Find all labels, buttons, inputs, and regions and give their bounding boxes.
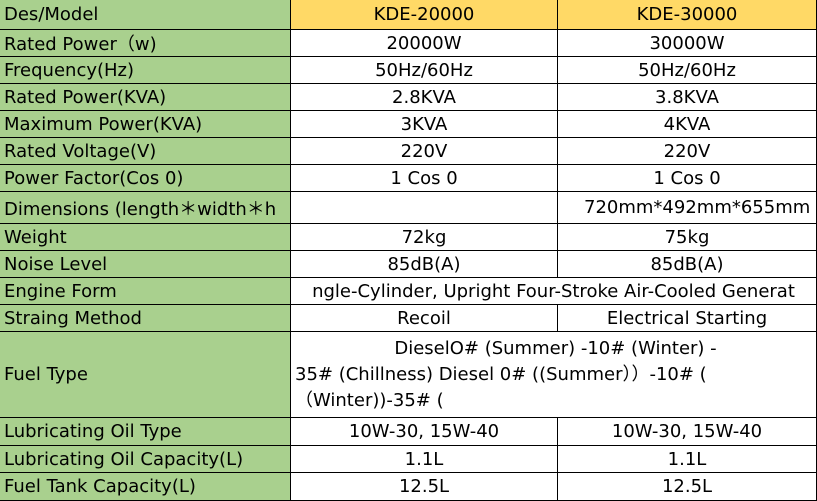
text-line: （Winter))-35# ( <box>295 389 444 411</box>
text-line: 35# (Chillness) Diesel 0# ((Summer））-10#… <box>295 363 707 385</box>
row-label: Rated Power（w) <box>0 30 291 57</box>
value-cell: 3KVA <box>291 111 558 138</box>
row-label: Rated Power(KVA) <box>0 84 291 111</box>
model-header: KDE-20000 <box>291 0 558 30</box>
header-label: Des/Model <box>0 0 291 30</box>
value-cell: Electrical Starting <box>558 305 817 332</box>
row-label: Noise Level <box>0 251 291 278</box>
row-label: Straing Method <box>0 305 291 332</box>
value-cell: 85dB(A) <box>558 251 817 278</box>
value-cell: 50Hz/60Hz <box>558 57 817 84</box>
model-header: KDE-30000 <box>558 0 817 30</box>
row-label: Lubricating Oil Type <box>0 418 291 446</box>
row-label: Engine Form <box>0 278 291 305</box>
value-cell: 12.5L <box>291 473 558 501</box>
value-cell: 85dB(A) <box>291 251 558 278</box>
value-cell: 3.8KVA <box>558 84 817 111</box>
value-cell: 20000W <box>291 30 558 57</box>
value-cell: 1 Cos 0 <box>558 165 817 192</box>
merged-cell: ngle-Cylinder, Upright Four-Stroke Air-C… <box>291 278 817 305</box>
row-label: Rated Voltage(V) <box>0 138 291 165</box>
value-cell: Recoil <box>291 305 558 332</box>
value-cell: 1 Cos 0 <box>291 165 558 192</box>
value-cell: 220V <box>558 138 817 165</box>
value-cell: 10W-30, 15W-40 <box>558 418 817 446</box>
value-cell: 72kg <box>291 224 558 251</box>
value-cell: 12.5L <box>558 473 817 501</box>
row-label: Maximum Power(KVA) <box>0 111 291 138</box>
value-cell: 220V <box>291 138 558 165</box>
value-cell: 50Hz/60Hz <box>291 57 558 84</box>
row-label: Fuel Tank Capacity(L) <box>0 473 291 501</box>
row-label: Fuel Type <box>0 332 291 418</box>
text-line: DieselO# (Summer) -10# (Winter) - <box>394 337 717 359</box>
value-cell: 75kg <box>558 224 817 251</box>
merged-cell: DieselO# (Summer) -10# (Winter) - 35# (Ch… <box>291 332 817 418</box>
row-label: Power Factor(Cos 0) <box>0 165 291 192</box>
value-cell: 720mm*492mm*655mm <box>558 192 817 224</box>
value-cell: 2.8KVA <box>291 84 558 111</box>
row-label: Lubricating Oil Capacity(L) <box>0 446 291 473</box>
value-cell: 4KVA <box>558 111 817 138</box>
empty-cell <box>291 192 558 224</box>
value-cell: 30000W <box>558 30 817 57</box>
value-cell: 1.1L <box>558 446 817 473</box>
value-cell: 10W-30, 15W-40 <box>291 418 558 446</box>
value-cell: 1.1L <box>291 446 558 473</box>
row-label: Weight <box>0 224 291 251</box>
row-label: Frequency(Hz) <box>0 57 291 84</box>
row-label: Dimensions (length＊width＊h <box>0 192 291 224</box>
